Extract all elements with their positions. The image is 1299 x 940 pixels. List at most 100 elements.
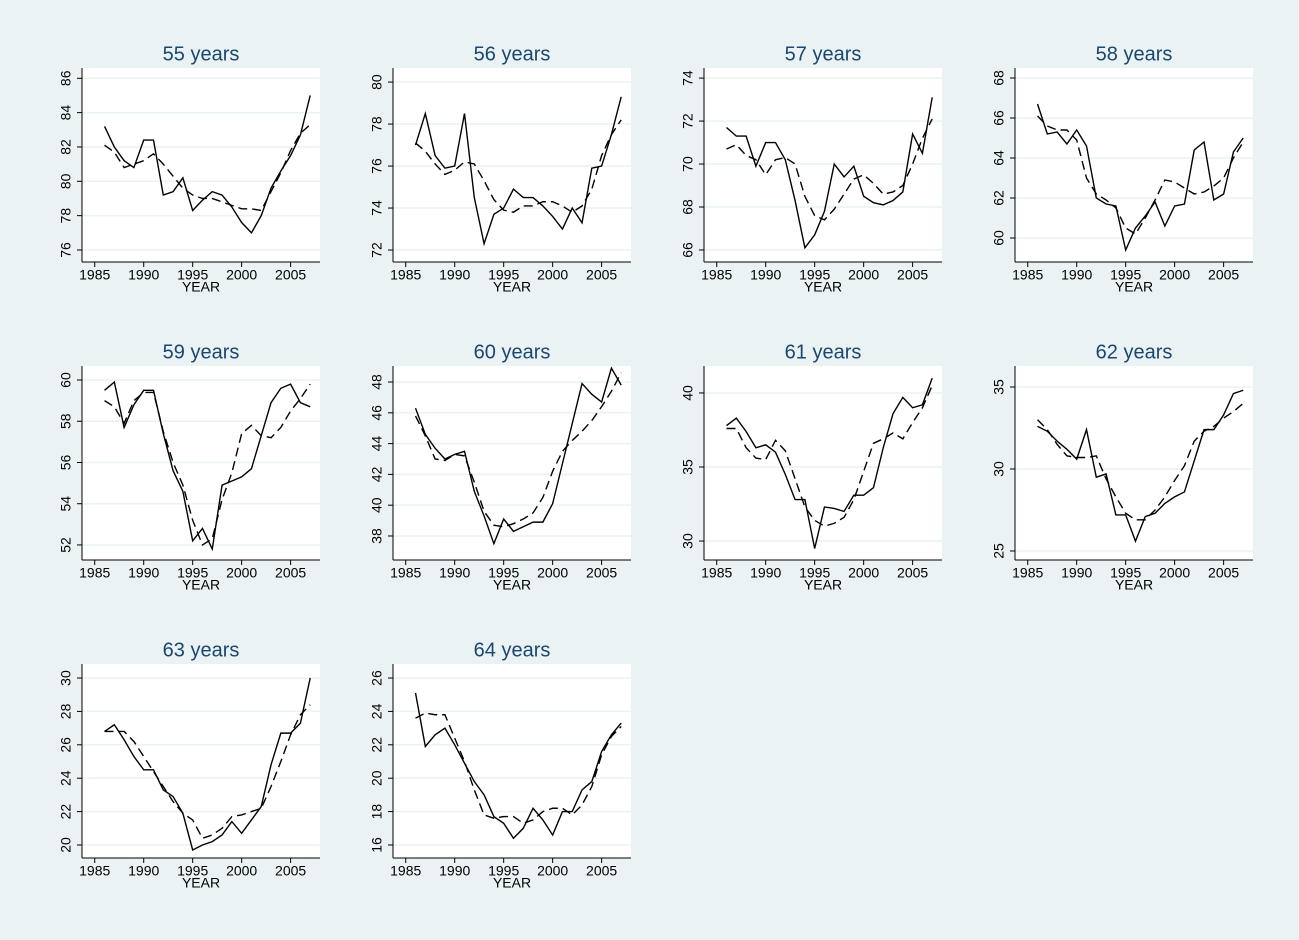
y-tick-label: 48: [369, 374, 385, 390]
y-tick-label: 56: [58, 454, 74, 470]
x-tick-label: 1985: [79, 267, 110, 283]
series-line: [103, 95, 311, 234]
y-tick-label: 72: [680, 113, 696, 129]
x-tick-label: 1995: [1110, 565, 1141, 581]
panel-title: 59 years: [163, 341, 240, 363]
y-tick-label: 82: [58, 139, 74, 155]
x-tick-label: 1985: [701, 565, 732, 581]
series-line: [104, 380, 311, 552]
y-tick-label: 22: [58, 804, 74, 820]
x-tick-label: 2005: [586, 863, 617, 879]
x-axis-label: YEAR: [1115, 279, 1153, 295]
x-tick-label: 1985: [390, 565, 421, 581]
x-tick-label: 2000: [226, 863, 257, 879]
x-tick-label: 2000: [226, 267, 257, 283]
x-tick-label: 2000: [848, 267, 879, 283]
y-tick-label: 62: [991, 190, 1007, 206]
y-tick-label: 64: [991, 150, 1007, 166]
y-tick-label: 46: [369, 405, 385, 421]
x-tick-label: 2000: [537, 565, 568, 581]
plot-area: [704, 366, 942, 560]
x-tick-label: 1990: [128, 565, 159, 581]
plot-area: [82, 68, 320, 262]
y-tick-label: 78: [369, 116, 385, 132]
y-tick-label: 60: [58, 372, 74, 388]
x-tick-label: 2005: [1208, 267, 1239, 283]
y-tick-label: 30: [58, 670, 74, 686]
x-tick-label: 2000: [537, 863, 568, 879]
series-line: [1036, 103, 1244, 253]
y-tick-label: 72: [369, 242, 385, 258]
y-tick-label: 38: [369, 528, 385, 544]
plot-area: [704, 68, 942, 262]
y-tick-label: 80: [369, 74, 385, 90]
plot-area: [393, 664, 631, 858]
y-tick-label: 54: [58, 496, 74, 512]
panel-title: 57 years: [785, 43, 862, 65]
x-axis-label: YEAR: [804, 279, 842, 295]
x-tick-label: 1990: [1061, 565, 1092, 581]
y-tick-label: 28: [58, 703, 74, 719]
plot-area: [82, 664, 320, 858]
panel-title: 55 years: [163, 43, 240, 65]
x-tick-label: 1995: [799, 565, 830, 581]
panel-title: 56 years: [474, 43, 551, 65]
panel-title: 61 years: [785, 341, 862, 363]
x-tick-label: 2000: [1159, 267, 1190, 283]
series-line: [726, 118, 933, 221]
y-tick-label: 70: [680, 156, 696, 172]
x-tick-label: 2005: [275, 565, 306, 581]
x-tick-label: 1985: [390, 863, 421, 879]
x-tick-label: 1995: [1110, 267, 1141, 283]
y-tick-label: 66: [680, 242, 696, 258]
y-tick-label: 44: [369, 436, 385, 452]
plot-area: [393, 366, 631, 560]
y-tick-label: 30: [680, 533, 696, 549]
series-line: [415, 712, 622, 825]
y-tick-label: 16: [369, 837, 385, 853]
x-tick-label: 2005: [586, 565, 617, 581]
x-tick-label: 2000: [226, 565, 257, 581]
x-tick-label: 1990: [750, 267, 781, 283]
panel-title: 60 years: [474, 341, 551, 363]
series-line: [726, 377, 933, 549]
x-tick-label: 1985: [701, 267, 732, 283]
y-tick-label: 24: [58, 770, 74, 786]
y-tick-label: 40: [369, 497, 385, 513]
y-tick-label: 74: [369, 200, 385, 216]
x-axis-label: YEAR: [182, 875, 220, 891]
series-line: [104, 383, 311, 546]
x-tick-label: 1990: [439, 267, 470, 283]
x-axis-label: YEAR: [493, 875, 531, 891]
y-tick-label: 22: [369, 737, 385, 753]
y-tick-label: 86: [58, 70, 74, 86]
x-tick-label: 1995: [177, 863, 208, 879]
series-line: [415, 119, 622, 214]
x-tick-label: 2000: [1159, 565, 1190, 581]
x-tick-label: 2005: [586, 267, 617, 283]
y-tick-label: 25: [991, 543, 1007, 559]
x-tick-label: 1995: [799, 267, 830, 283]
y-tick-label: 60: [991, 230, 1007, 246]
y-tick-label: 20: [58, 837, 74, 853]
y-tick-label: 35: [991, 379, 1007, 395]
panel-title: 58 years: [1096, 43, 1173, 65]
y-tick-label: 52: [58, 537, 74, 553]
x-tick-label: 1995: [488, 267, 519, 283]
x-tick-label: 1995: [488, 565, 519, 581]
x-tick-label: 1990: [1061, 267, 1092, 283]
y-tick-label: 66: [991, 110, 1007, 126]
panel-title: 62 years: [1096, 341, 1173, 363]
x-tick-label: 1995: [488, 863, 519, 879]
x-tick-label: 1990: [439, 863, 470, 879]
x-axis-label: YEAR: [1115, 577, 1153, 593]
y-tick-label: 68: [680, 199, 696, 215]
y-tick-label: 74: [680, 70, 696, 86]
y-tick-label: 20: [369, 770, 385, 786]
y-tick-label: 18: [369, 804, 385, 820]
series-line: [104, 704, 311, 840]
x-tick-label: 1990: [439, 565, 470, 581]
y-tick-label: 58: [58, 413, 74, 429]
series-line: [104, 677, 311, 852]
